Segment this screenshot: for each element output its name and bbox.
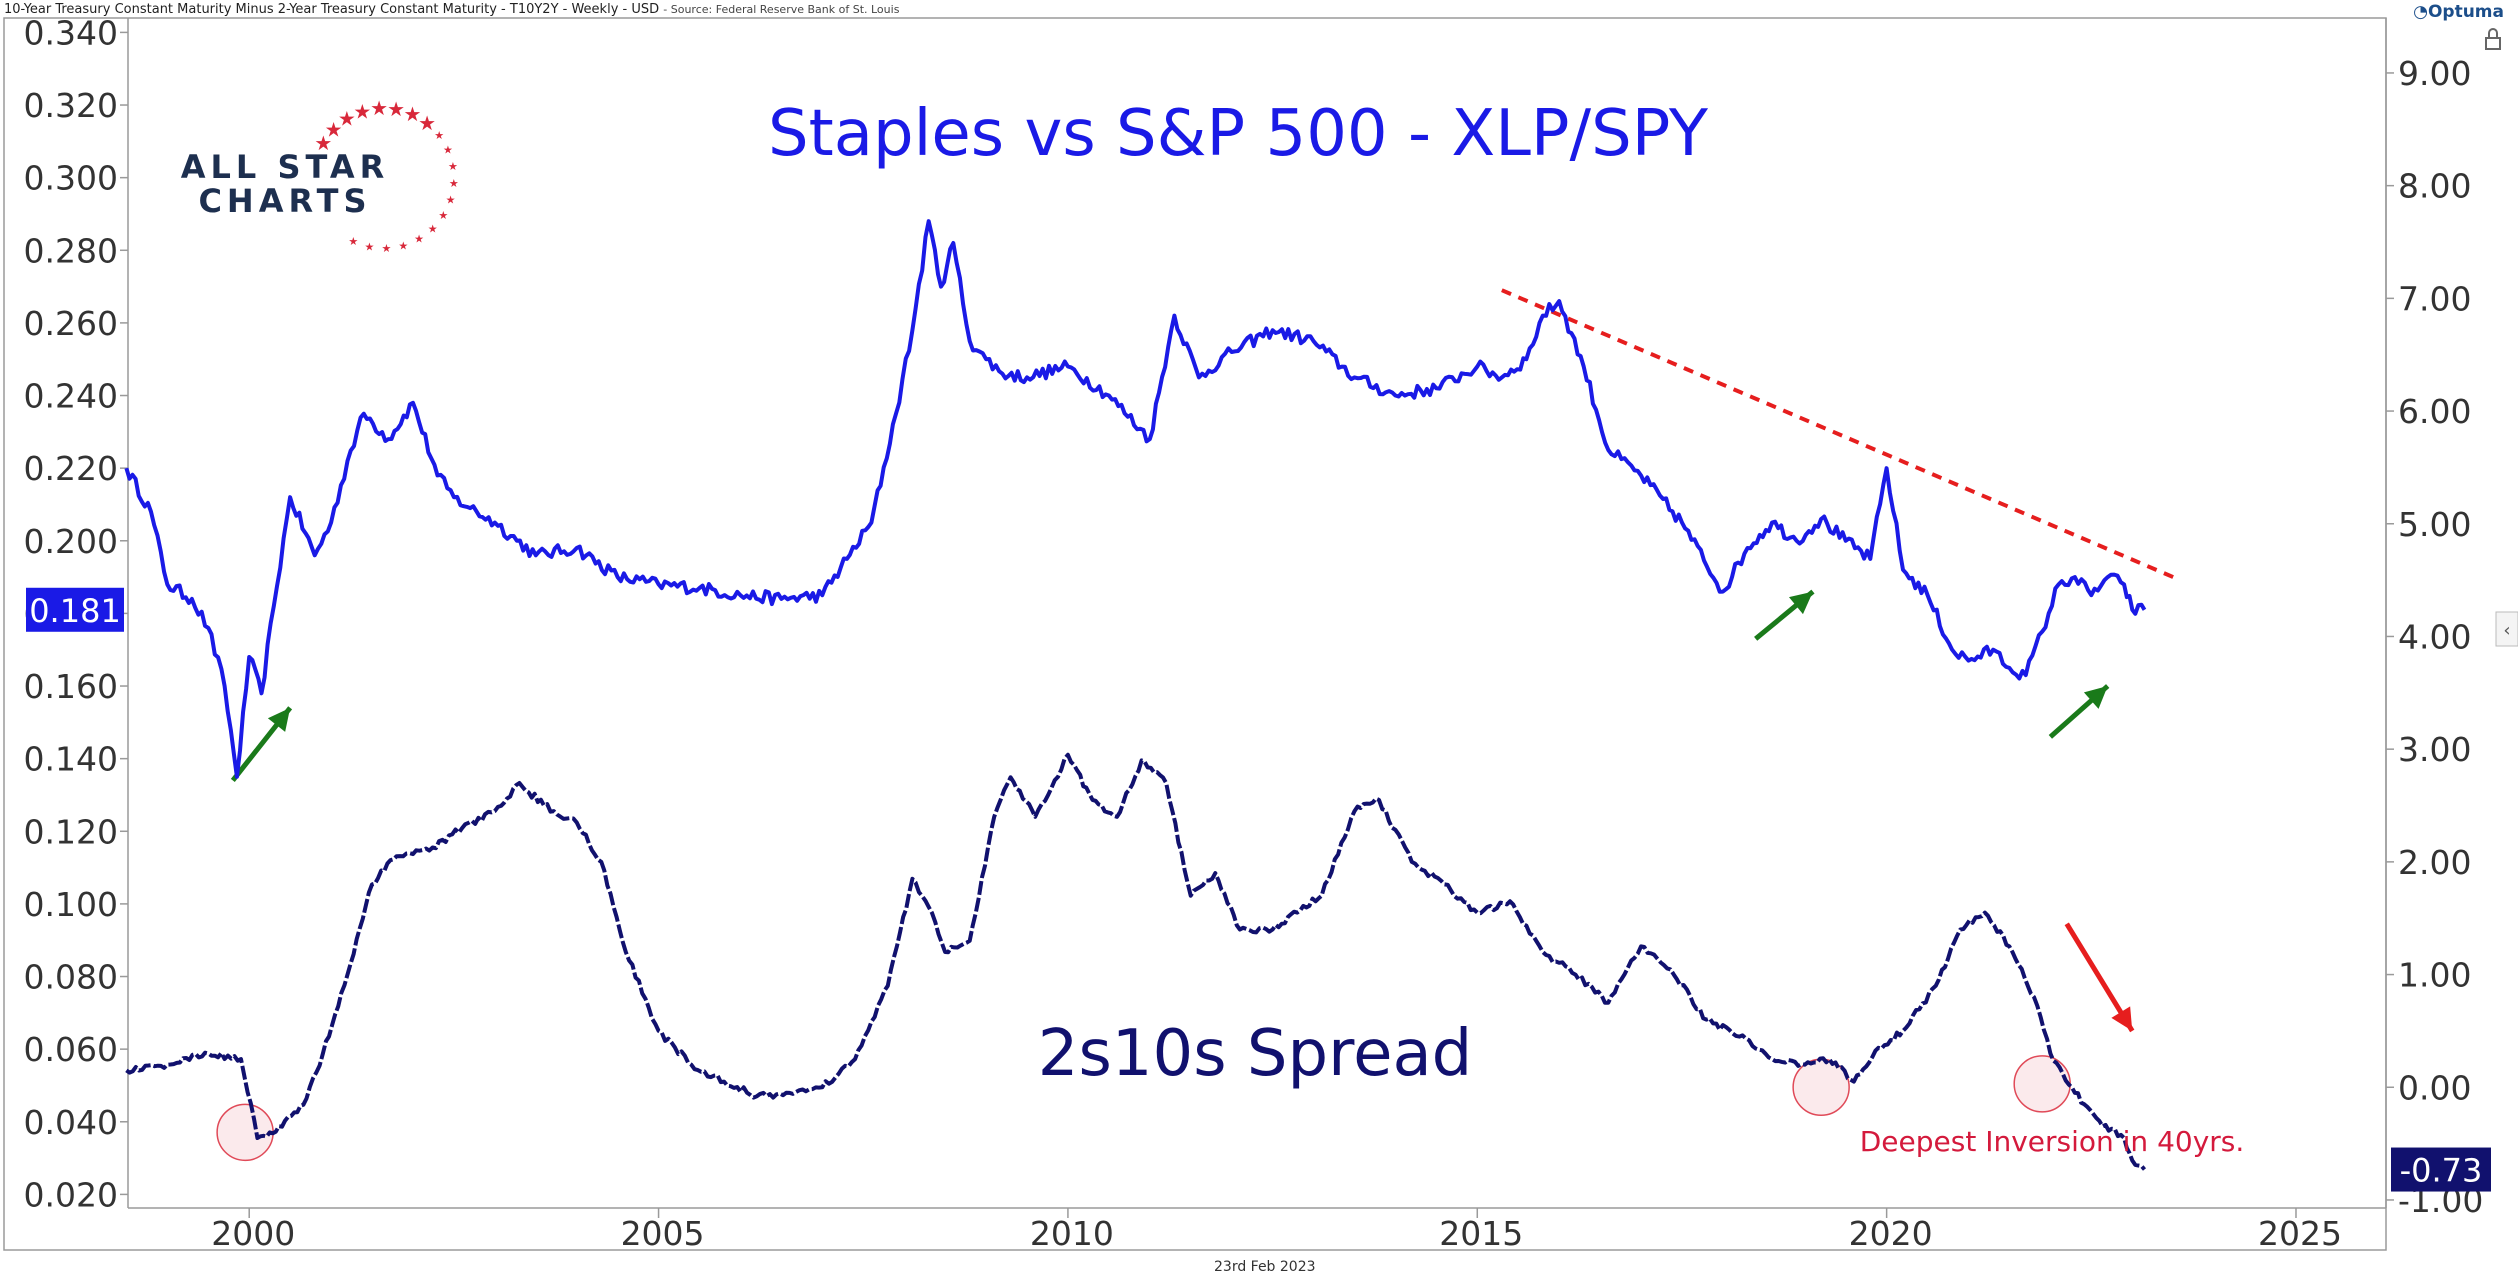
xlp-spy-line [124,219,2147,779]
annotation-layer [216,288,2174,1162]
x-tick-label: 2025 [2258,1214,2342,1253]
x-tick-label: 2020 [1849,1214,1933,1253]
left-tick-label: 0.020 [24,1175,118,1214]
right-tick-label: 2.00 [2398,843,2471,882]
x-tick-label: 2010 [1030,1214,1114,1253]
left-tick-label: 0.220 [24,449,118,488]
right-tick-label: 5.00 [2398,505,2471,544]
logo-star: ★ [348,235,358,248]
logo-star: ★ [370,96,388,120]
up-arrow [2048,684,2110,739]
right-tick-label: 0.00 [2398,1068,2471,1107]
logo-star: ★ [398,239,408,252]
logo-star: ★ [353,99,371,123]
left-tick-label: 0.320 [24,86,118,125]
x-axis-ticks: 2000 2005 2010 2015 2020 2025 [211,1208,2342,1253]
right-tick-label: 7.00 [2398,279,2471,318]
inversion-annotation: Deepest Inversion in 40yrs. [1860,1125,2245,1158]
logo-star: ★ [418,111,436,135]
optuma-brand-text: Optuma [2427,2,2504,22]
right-tick-label: 1.00 [2398,956,2471,995]
logo-line2: CHARTS [198,182,371,220]
up-arrow-head [2083,686,2108,709]
left-last-value-label: 0.181 [29,592,121,630]
series-layer [124,219,2147,1171]
logo-star: ★ [404,102,422,126]
chart-title: Staples vs S&P 500 - XLP/SPY [768,97,1709,171]
logo-line1: ALL STAR [181,148,389,186]
x-tick-label: 2005 [621,1214,705,1253]
chart-date: 23rd Feb 2023 [1214,1259,1316,1275]
right-last-value-label: -0.73 [2400,1152,2483,1190]
logo-star: ★ [338,107,356,131]
highlight-circle [2013,1055,2071,1113]
logo-star: ★ [387,97,405,121]
collapse-tab[interactable]: ‹ [2495,611,2518,647]
logo-star: ★ [325,117,343,141]
left-tick-label: 0.160 [24,667,118,706]
left-tick-label: 0.280 [24,231,118,270]
up-arrow [1754,589,1815,641]
left-tick-label: 0.140 [24,740,118,779]
left-tick-label: 0.340 [24,13,118,52]
logo-star: ★ [428,222,438,235]
down-arrow [2064,922,2135,1033]
logo-star: ★ [314,131,332,155]
spread-line [125,752,2147,1171]
last-value-badges: 0.181 -0.73 [26,587,2491,1192]
logo-star: ★ [448,160,458,173]
series-description: 10-Year Treasury Constant Maturity Minus… [4,2,660,17]
right-axis-ticks: -1.000.001.002.003.004.005.006.007.008.0… [2386,54,2483,1220]
left-tick-label: 0.060 [24,1030,118,1069]
resistance-trendline [1501,288,2174,579]
left-tick-label: 0.300 [24,159,118,198]
left-tick-label: 0.040 [24,1103,118,1142]
logo-star: ★ [382,242,392,255]
up-arrow-head [267,707,291,732]
left-tick-label: 0.240 [24,377,118,416]
chevron-left-icon[interactable]: ‹ [2503,620,2510,641]
optuma-logo-icon: ◔ [2413,2,2428,22]
all-star-charts-logo: ★★★★★ ★★★★★★★★★★★★★★★ ALL STAR CHARTS [181,96,459,255]
logo-star: ★ [414,233,424,246]
lock-icon[interactable] [2485,28,2501,50]
source-note: - Source: Federal Reserve Bank of St. Lo… [663,3,900,16]
left-tick-label: 0.100 [24,885,118,924]
down-arrow-head [2111,1006,2133,1031]
logo-star: ★ [365,240,375,253]
logo-star: ★ [438,209,448,222]
right-tick-label: 4.00 [2398,617,2471,656]
logo-star: ★ [446,194,456,207]
highlight-circle [216,1103,274,1162]
up-arrow [230,706,293,782]
right-tick-label: 8.00 [2398,167,2471,206]
left-tick-label: 0.080 [24,958,118,997]
logo-star: ★ [443,144,453,157]
right-last-value-badge [2391,1147,2491,1192]
right-tick-label: 9.00 [2398,54,2471,93]
left-last-value-badge [26,587,124,632]
logo-stars-icon: ★★★★★ ★★★★★★★★★★★★★★★ [314,96,458,255]
logo-star: ★ [434,129,444,142]
x-tick-label: 2015 [1439,1214,1523,1253]
up-arrow-head [1788,591,1813,615]
left-tick-label: 0.260 [24,304,118,343]
chart-header: 10-Year Treasury Constant Maturity Minus… [4,2,899,17]
left-tick-label: 0.200 [24,522,118,561]
right-tick-label: 6.00 [2398,392,2471,431]
spread-label: 2s10s Spread [1038,1017,1473,1091]
right-tick-label: 3.00 [2398,730,2471,769]
optuma-brand: ◔Optuma [2413,2,2504,22]
x-tick-label: 2000 [211,1214,295,1253]
left-tick-label: 0.120 [24,812,118,851]
logo-star: ★ [449,177,459,190]
